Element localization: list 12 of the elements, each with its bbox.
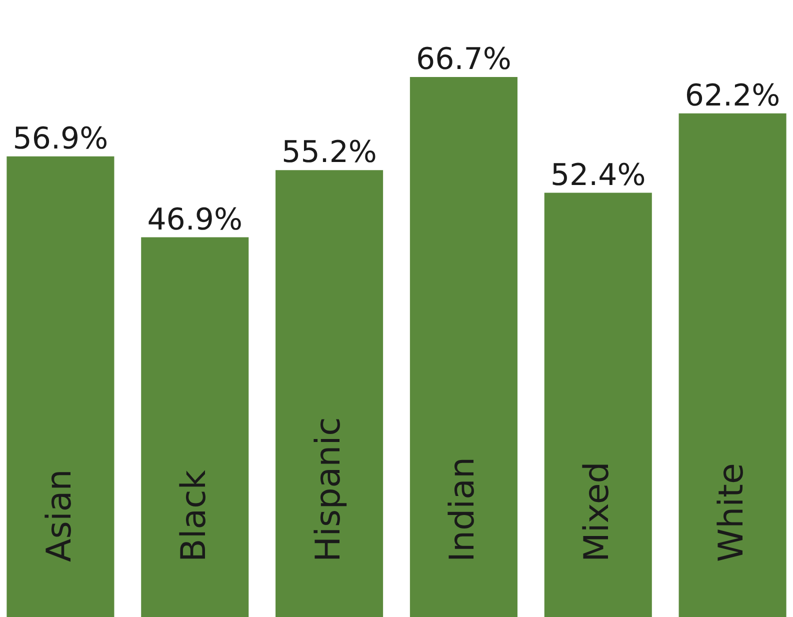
x-tick-label: White	[712, 463, 752, 562]
data-label: 52.4%	[550, 158, 646, 193]
data-label: 56.9%	[12, 121, 108, 156]
data-label: 62.2%	[684, 78, 780, 114]
x-tick-label: Hispanic	[308, 417, 348, 562]
x-tick-label: Black	[174, 470, 214, 562]
x-tick-label: Indian	[442, 457, 483, 562]
data-label: 66.7%	[416, 42, 512, 77]
data-label: 55.2%	[282, 135, 377, 170]
data-label: 46.9%	[147, 202, 243, 238]
x-tick-label: Asian	[39, 469, 80, 562]
x-tick-label: Mixed	[577, 462, 618, 562]
